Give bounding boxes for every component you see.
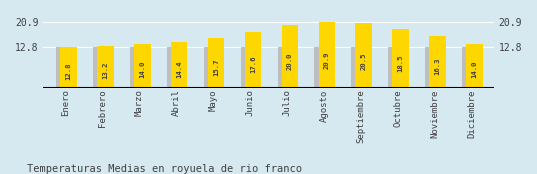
Bar bbox=[355, 23, 372, 88]
Bar bbox=[393, 29, 409, 88]
Bar bbox=[60, 48, 77, 88]
Text: 14.4: 14.4 bbox=[176, 60, 182, 78]
Text: 20.0: 20.0 bbox=[287, 53, 293, 70]
Text: 14.0: 14.0 bbox=[139, 61, 146, 78]
Bar bbox=[204, 48, 213, 88]
Bar bbox=[130, 48, 139, 88]
Text: 18.5: 18.5 bbox=[397, 55, 404, 72]
Text: 17.6: 17.6 bbox=[250, 56, 256, 73]
Bar bbox=[425, 48, 434, 88]
Bar bbox=[93, 48, 102, 88]
Bar bbox=[351, 48, 360, 88]
Bar bbox=[466, 44, 483, 88]
Text: 16.3: 16.3 bbox=[434, 58, 440, 75]
Text: Temperaturas Medias en royuela de rio franco: Temperaturas Medias en royuela de rio fr… bbox=[27, 164, 302, 174]
Bar bbox=[388, 48, 397, 88]
Bar bbox=[208, 38, 224, 88]
Text: 14.0: 14.0 bbox=[471, 61, 477, 78]
Bar bbox=[167, 48, 176, 88]
Bar bbox=[429, 36, 446, 88]
Text: 15.7: 15.7 bbox=[213, 58, 219, 76]
Bar bbox=[171, 42, 187, 88]
Text: 20.9: 20.9 bbox=[324, 52, 330, 69]
Bar bbox=[245, 32, 262, 88]
Bar bbox=[281, 25, 298, 88]
Text: 20.5: 20.5 bbox=[361, 52, 367, 70]
Bar bbox=[134, 44, 150, 88]
Bar bbox=[462, 48, 471, 88]
Bar bbox=[278, 48, 287, 88]
Bar bbox=[241, 48, 250, 88]
Bar bbox=[318, 22, 335, 88]
Text: 12.8: 12.8 bbox=[66, 62, 71, 80]
Bar bbox=[56, 48, 66, 88]
Bar bbox=[97, 46, 114, 88]
Text: 13.2: 13.2 bbox=[103, 62, 108, 79]
Bar bbox=[315, 48, 324, 88]
